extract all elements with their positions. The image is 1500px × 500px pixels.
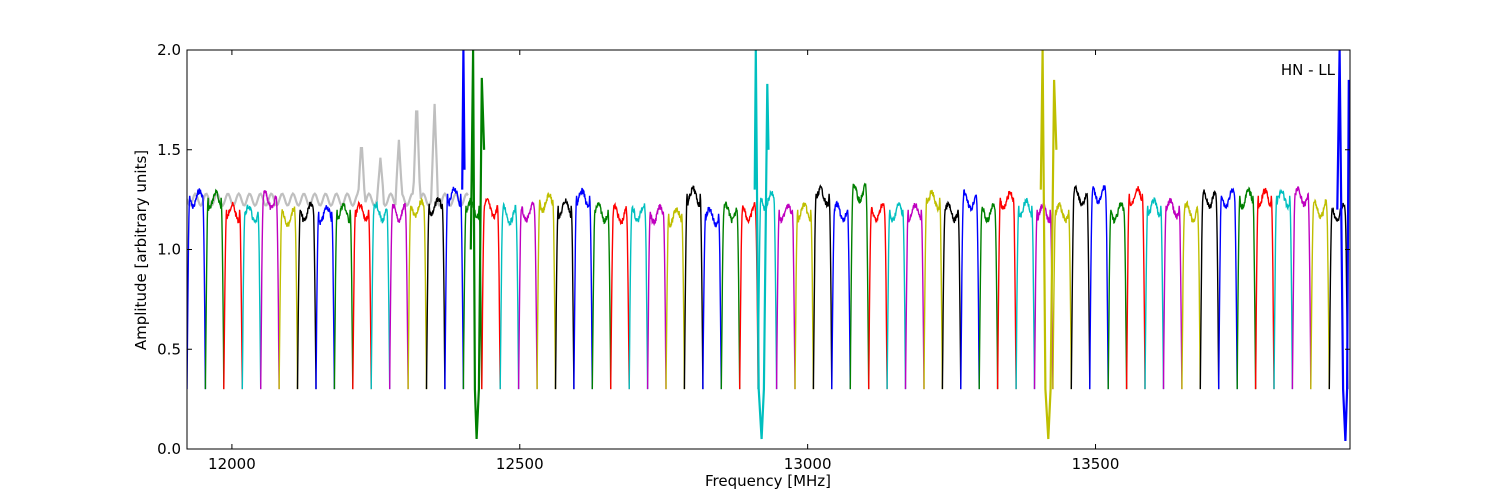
channel-line — [1254, 187, 1275, 390]
channel-line — [352, 200, 372, 390]
channel-line — [187, 188, 207, 390]
channel-line — [241, 204, 262, 390]
channel-line — [831, 200, 851, 390]
channel-line — [646, 203, 667, 390]
channel-line — [278, 206, 299, 390]
channel-line — [739, 201, 759, 390]
channel-line — [849, 182, 870, 390]
channel-line — [204, 188, 225, 390]
x-axis-label: Frequency [MHz] — [705, 472, 831, 490]
x-tick-label: 13500 — [1072, 455, 1120, 473]
channel-line — [536, 191, 557, 390]
y-tick-label: 1.5 — [157, 141, 181, 159]
rfi-spike-line — [461, 50, 466, 190]
channel-line — [425, 197, 446, 390]
channel-line — [996, 190, 1017, 390]
channel-line — [573, 187, 593, 390]
channel-line — [904, 203, 925, 390]
channel-line — [1181, 200, 1202, 390]
channel-line — [260, 190, 280, 390]
channel-line — [978, 203, 999, 390]
rfi-spike-line — [1039, 50, 1058, 440]
channel-line — [941, 200, 962, 390]
channel-line — [481, 197, 501, 390]
y-tick-label: 0.0 — [157, 440, 181, 458]
channel-line — [1236, 186, 1257, 390]
x-tick-label: 12000 — [208, 455, 256, 473]
channel-line — [1291, 186, 1312, 390]
channel-line — [683, 185, 704, 390]
y-axis-ticks: 0.0 0.5 1.0 1.5 2.0 — [157, 41, 1350, 458]
y-tick-label: 0.5 — [157, 340, 181, 358]
channel-line — [1273, 188, 1294, 390]
channel-line — [1328, 202, 1349, 390]
channel-line — [812, 184, 833, 390]
channel-line — [886, 202, 907, 390]
channel-line — [868, 203, 888, 390]
rfi-spikes — [461, 50, 1350, 442]
channel-series — [187, 182, 1349, 390]
channel-line — [1125, 186, 1146, 390]
channel-line — [1070, 184, 1091, 390]
channel-line — [1089, 185, 1109, 390]
channel-line — [1107, 201, 1128, 390]
channel-line — [315, 205, 336, 390]
channel-line — [591, 201, 612, 390]
channel-line — [462, 197, 483, 390]
channel-line — [794, 202, 815, 390]
channel-line — [370, 200, 391, 390]
x-tick-label: 13000 — [784, 455, 832, 473]
channel-line — [444, 186, 465, 390]
channel-line — [1199, 189, 1220, 390]
channel-line — [517, 201, 538, 390]
rfi-spike-line — [753, 50, 770, 440]
channel-line — [665, 207, 686, 390]
channel-line — [757, 189, 778, 390]
channel-line — [1052, 202, 1073, 390]
channel-line — [223, 201, 243, 390]
rfi-spike-line — [469, 50, 486, 440]
y-tick-label: 1.0 — [157, 241, 181, 259]
channel-line — [389, 202, 409, 390]
channel-line — [610, 201, 630, 390]
channel-line — [407, 197, 428, 390]
chart-annotation: HN - LL — [1281, 61, 1336, 79]
x-axis-ticks: 12000 12500 13000 13500 — [208, 50, 1119, 473]
channel-line — [554, 198, 575, 390]
channel-line — [720, 201, 741, 390]
channel-line — [775, 203, 796, 390]
channel-line — [1310, 198, 1331, 390]
channel-line — [1144, 197, 1165, 390]
channel-line — [923, 189, 944, 390]
channel-line — [1162, 197, 1183, 390]
channel-line — [1015, 197, 1036, 390]
y-axis-label: Amplitude [arbitrary units] — [132, 150, 150, 350]
channel-line — [296, 200, 317, 390]
channel-line — [1217, 187, 1238, 390]
x-tick-label: 12500 — [496, 455, 544, 473]
channel-line — [702, 206, 722, 390]
channel-line — [960, 189, 980, 390]
channel-line — [499, 201, 520, 390]
channel-line — [628, 203, 649, 390]
channel-line — [333, 202, 354, 390]
y-tick-label: 2.0 — [157, 41, 181, 59]
rfi-spike-line — [1336, 50, 1350, 442]
